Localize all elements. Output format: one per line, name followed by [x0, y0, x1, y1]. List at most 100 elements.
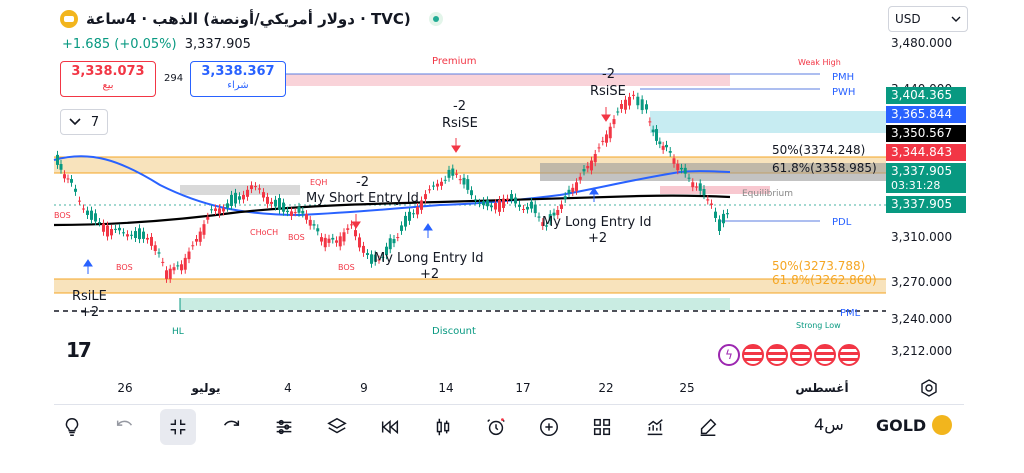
price-label-black: 3,350.567 — [886, 125, 966, 142]
weak-high-label: Weak High — [798, 58, 841, 67]
collapse-icon — [170, 419, 186, 434]
candle-body — [458, 179, 462, 181]
candle-body — [335, 240, 338, 243]
candle-body — [563, 196, 567, 199]
candle-body — [651, 129, 655, 133]
symbol-button[interactable]: GOLD — [876, 415, 953, 435]
symbol-title[interactable]: دولار أمريكي/أونصة) الذهب · 4ساعة · TVC) — [60, 8, 443, 30]
fullscreen-toggle-button[interactable] — [160, 408, 196, 445]
candle-body — [297, 206, 301, 213]
us-flag-icon[interactable] — [790, 344, 812, 366]
candle-body — [362, 245, 365, 253]
chevron-down-icon — [69, 118, 81, 126]
us-flag-icon[interactable] — [838, 344, 860, 366]
candle-body — [312, 224, 316, 226]
candle-body — [612, 119, 616, 125]
candle-body — [506, 198, 509, 200]
candle-body — [541, 222, 545, 226]
candle-body — [518, 204, 521, 207]
candle-body — [478, 202, 481, 204]
candle-body — [59, 164, 63, 170]
drawing-tools-button[interactable] — [690, 409, 726, 445]
time-axis-tick: 9 — [360, 381, 368, 395]
candle-body — [530, 201, 533, 209]
price-scale-tick: 3,310.000 — [891, 230, 953, 244]
undo-button[interactable] — [107, 409, 143, 445]
strategy-button[interactable] — [637, 409, 673, 445]
currency-select[interactable]: USD — [888, 6, 968, 32]
candle-body — [373, 254, 377, 262]
candle-body — [226, 203, 229, 208]
candle-body — [624, 99, 627, 110]
rsise-label: RsiSE — [442, 116, 478, 131]
candle-body — [316, 228, 320, 232]
us-flag-icon[interactable] — [814, 344, 836, 366]
candle-body — [590, 160, 593, 171]
sell-arrow-icon — [351, 214, 361, 229]
alert-button[interactable] — [478, 409, 514, 445]
candle-body — [266, 196, 269, 204]
candle-body — [66, 178, 70, 180]
price-label-high: 3,404.365 — [886, 87, 966, 104]
candle-body — [350, 224, 353, 226]
candle-body — [620, 104, 623, 109]
candle-body — [706, 199, 710, 201]
candle-body — [466, 179, 470, 190]
candle-body — [571, 187, 575, 193]
candle-body — [191, 245, 195, 247]
lightbulb-button[interactable] — [54, 409, 90, 445]
sell-button[interactable]: 3,338.073 بيع — [60, 61, 156, 97]
bolt-icon[interactable]: ϟ — [718, 344, 740, 366]
candle-body — [187, 251, 191, 260]
candle-body — [63, 174, 66, 179]
add-button[interactable] — [531, 409, 567, 445]
candle-body — [214, 208, 217, 211]
us-flag-icon[interactable] — [766, 344, 788, 366]
symbol-name: GOLD — [876, 415, 927, 435]
price-scale-tick: 3,270.000 — [891, 275, 953, 289]
buy-button[interactable]: 3,338.367 شراء — [190, 61, 286, 97]
candle-body — [586, 165, 590, 169]
candle-body — [486, 200, 489, 207]
bid-ask-panel: 3,338.073 بيع 294 3,338.367 شراء — [60, 61, 286, 97]
chart-type-button[interactable] — [425, 409, 461, 445]
indicator-settings-button[interactable] — [266, 409, 302, 445]
candle-body — [440, 181, 443, 186]
settings-icon[interactable] — [919, 378, 939, 398]
candle-body — [636, 96, 640, 106]
layers-button[interactable] — [319, 409, 355, 445]
sliders-icon — [276, 419, 292, 434]
collapse-indicators-button[interactable]: 7 — [60, 109, 108, 135]
candle-body — [632, 94, 635, 96]
redo-icon — [223, 420, 240, 426]
sell-arrow-icon — [601, 107, 611, 122]
candle-body — [176, 265, 180, 267]
bottom-toolbar: 4س GOLD — [54, 404, 964, 448]
us-flag-icon[interactable] — [742, 344, 764, 366]
replay-button[interactable] — [372, 409, 408, 445]
candle-body — [161, 261, 165, 263]
price-label-current: 3,337.905 — [886, 163, 966, 179]
buy-value: 3,338.367 — [201, 64, 275, 79]
candle-body — [134, 231, 137, 238]
interval-button[interactable]: 4س — [814, 415, 844, 434]
candle-body — [578, 176, 582, 180]
bos-label: BOS — [54, 211, 71, 220]
candle-body — [560, 204, 563, 209]
candle-body — [258, 188, 261, 190]
candle-body — [70, 179, 73, 183]
candle-body — [338, 236, 342, 247]
candle-body — [94, 213, 97, 222]
redo-button[interactable] — [213, 409, 249, 445]
layouts-button[interactable] — [584, 409, 620, 445]
candle-body — [605, 134, 608, 143]
layers-icon — [327, 417, 347, 433]
short-entry-label: My Short Entry Id — [306, 191, 419, 206]
indicators-count: 7 — [90, 114, 100, 130]
fib-50-bottom-label: 50%(3273.788) — [772, 259, 865, 273]
candle-body — [462, 177, 466, 185]
candle-body — [526, 206, 529, 210]
premium-label: Premium — [432, 56, 477, 67]
candle-body — [658, 141, 662, 145]
